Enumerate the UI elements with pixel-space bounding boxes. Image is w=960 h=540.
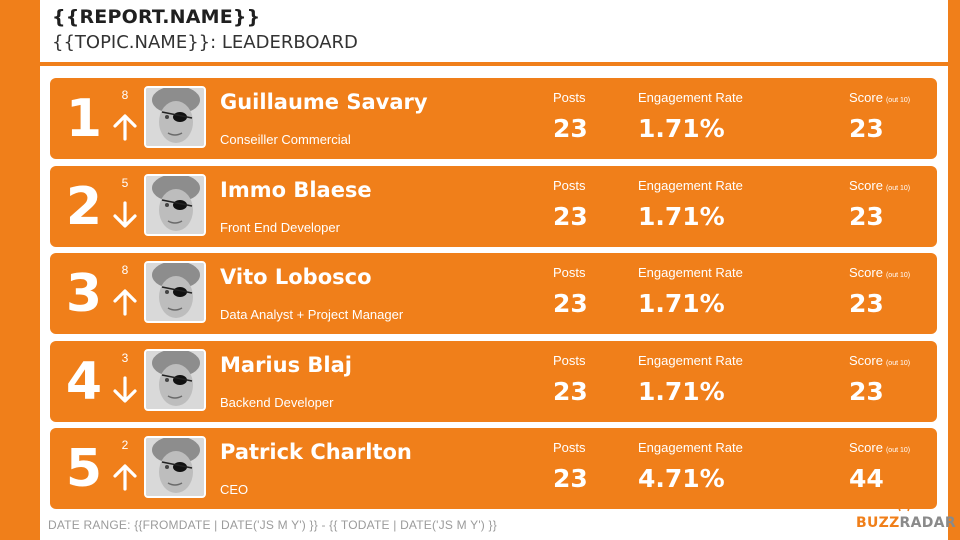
avatar: [144, 436, 206, 498]
engagement-value: 1.71%: [638, 201, 725, 231]
engagement-value: 1.71%: [638, 114, 725, 143]
logo-spark-icon: [897, 504, 911, 512]
score-note: (out 10): [885, 97, 911, 104]
score-label-text: Score: [849, 90, 883, 105]
avatar: [144, 261, 206, 323]
engagement-label: Engagement Rate: [638, 352, 743, 368]
avatar: [144, 173, 206, 236]
previous-rank: 3: [121, 350, 129, 365]
previous-rank: 2: [121, 438, 129, 452]
leaderboard-row[interactable]: 5 2 Patrick Charlton CEO Posts 23 Engagement R…: [50, 428, 937, 509]
person-name: Guillaume Savary: [220, 90, 428, 114]
person-name: Immo Blaese: [220, 177, 372, 202]
person-name: Patrick Charlton: [220, 440, 412, 464]
rank-number: 3: [65, 264, 103, 324]
arrow-up-icon: [112, 287, 138, 317]
engagement-value: 1.71%: [638, 289, 725, 318]
logo-part-1: BUZZ: [856, 515, 900, 531]
person-role: Front End Developer: [220, 219, 340, 235]
leaderboard-row[interactable]: 2 5 Immo Blaese Front End Developer Posts 23 E…: [50, 165, 937, 247]
person-name: Vito Lobosco: [220, 265, 372, 289]
person-role: CEO: [220, 482, 249, 497]
arrow-down-icon: [112, 375, 138, 405]
engagement-label: Engagement Rate: [638, 177, 743, 193]
posts-label: Posts: [553, 90, 586, 105]
score-label-text: Score: [849, 352, 883, 368]
arrow-up-icon: [112, 112, 138, 142]
buzzradar-logo: BUZZRADAR: [856, 515, 956, 531]
score-label: Score (out 10): [849, 265, 910, 280]
score-label: Score (out 10): [849, 440, 910, 455]
report-subtitle: {{TOPIC.NAME}}: LEADERBOARD: [52, 32, 358, 53]
score-note: (out 10): [885, 184, 911, 192]
score-value: 23: [849, 376, 884, 406]
score-label: Score (out 10): [849, 353, 910, 368]
avatar: [144, 86, 206, 148]
posts-value: 23: [553, 114, 588, 143]
engagement-value: 1.71%: [638, 376, 725, 406]
score-label-text: Score: [849, 265, 883, 280]
arrow-up-icon: [112, 462, 138, 492]
previous-rank: 8: [121, 263, 129, 277]
score-value: 23: [849, 114, 884, 143]
rank-number: 4: [65, 351, 103, 412]
leaderboard-row[interactable]: 3 8 Vito Lobosco Data Analyst + Project Man…: [50, 253, 937, 334]
posts-label: Posts: [553, 177, 586, 193]
header-divider: [40, 62, 948, 66]
person-role: Conseiller Commercial: [220, 132, 351, 147]
report-title: {{REPORT.NAME}}: [52, 6, 261, 28]
posts-value: 23: [553, 289, 588, 318]
posts-value: 23: [553, 376, 588, 406]
leaderboard-row[interactable]: 1 8 Guillaume Savary Conseiller Commercial P…: [50, 78, 937, 159]
score-label-text: Score: [849, 440, 883, 455]
person-role: Backend Developer: [220, 394, 334, 410]
date-range: DATE RANGE: {{FROMDATE | DATE('JS M Y') …: [48, 518, 497, 532]
score-label: Score (out 10): [849, 178, 910, 193]
rank-number: 5: [65, 439, 103, 499]
score-note: (out 10): [885, 359, 911, 367]
engagement-value: 4.71%: [638, 464, 725, 493]
previous-rank: 5: [121, 175, 129, 190]
posts-label: Posts: [553, 265, 586, 280]
score-label: Score (out 10): [849, 90, 910, 105]
posts-label: Posts: [553, 440, 586, 455]
score-value: 44: [849, 464, 884, 493]
engagement-label: Engagement Rate: [638, 90, 743, 105]
leaderboard: 1 8 Guillaume Savary Conseiller Commercial P…: [50, 78, 937, 516]
person-name: Marius Blaj: [220, 352, 352, 377]
report-header: {{REPORT.NAME}} {{TOPIC.NAME}}: LEADERBO…: [52, 6, 358, 53]
score-value: 23: [849, 289, 884, 318]
score-value: 23: [849, 201, 884, 231]
posts-label: Posts: [553, 352, 586, 368]
posts-value: 23: [553, 201, 588, 231]
posts-value: 23: [553, 464, 588, 493]
avatar: [144, 348, 206, 411]
leaderboard-row[interactable]: 4 3 Marius Blaj Backend Developer Posts 23 Eng…: [50, 340, 937, 422]
engagement-label: Engagement Rate: [638, 265, 743, 280]
previous-rank: 8: [121, 88, 129, 102]
rank-number: 1: [65, 89, 103, 149]
score-note: (out 10): [885, 447, 911, 454]
logo-part-2: RADAR: [899, 515, 956, 531]
score-label-text: Score: [849, 177, 883, 193]
score-note: (out 10): [885, 272, 911, 279]
rank-number: 2: [65, 176, 103, 237]
engagement-label: Engagement Rate: [638, 440, 743, 455]
person-role: Data Analyst + Project Manager: [220, 307, 404, 322]
arrow-down-icon: [112, 200, 138, 230]
